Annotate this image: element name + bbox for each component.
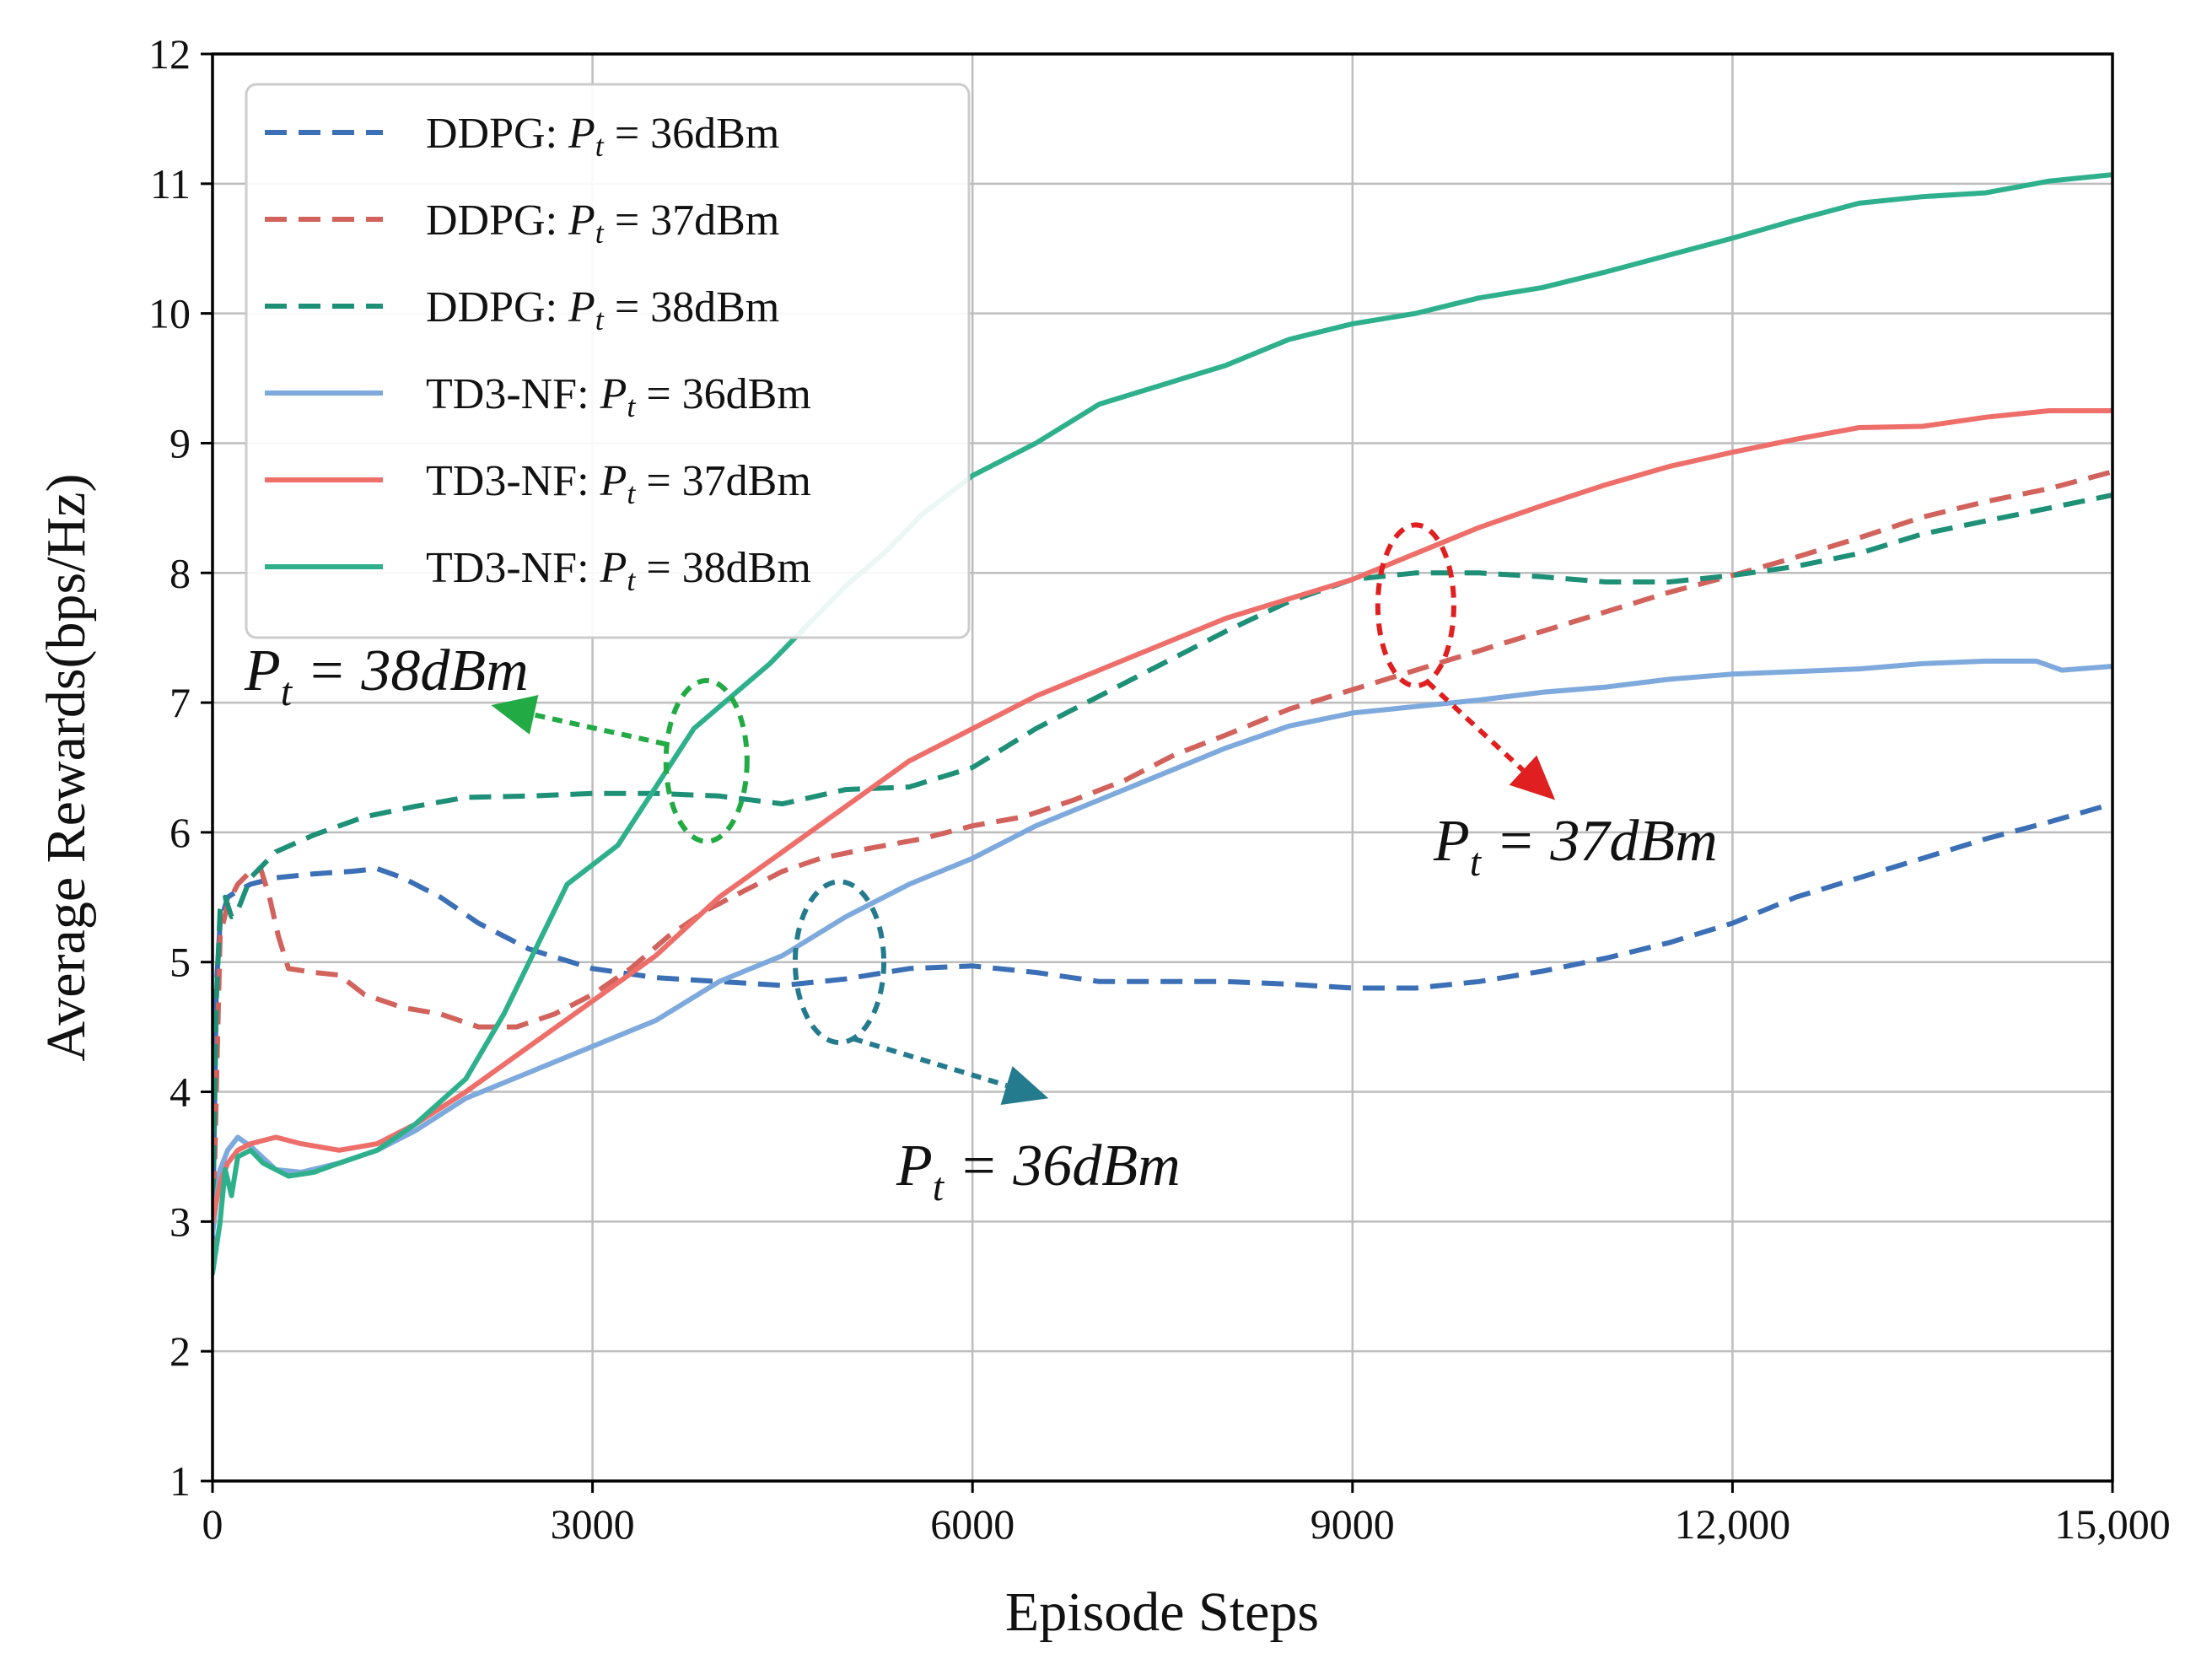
series-line-4 bbox=[213, 408, 2112, 1225]
plot-frame bbox=[211, 52, 2114, 1483]
x-tick-label: 6000 bbox=[930, 1500, 1015, 1548]
series-line-1 bbox=[213, 469, 2112, 1261]
legend-box bbox=[245, 83, 971, 639]
x-axis-title: Episode Steps bbox=[1005, 1581, 1319, 1643]
annotation-arrow-p38 bbox=[533, 712, 667, 747]
y-tick-label: 7 bbox=[170, 679, 191, 726]
series-line-0 bbox=[213, 801, 2112, 1248]
annotation-ellipse-p38 bbox=[663, 677, 750, 844]
annotation-arrow-p36 bbox=[852, 1036, 1008, 1088]
annotation-arrowhead-p36 bbox=[1000, 1066, 1049, 1105]
y-tick-label: 3 bbox=[170, 1198, 191, 1245]
y-tick-label: 8 bbox=[170, 549, 191, 596]
y-tick-label: 1 bbox=[170, 1457, 191, 1505]
y-tick-label: 4 bbox=[170, 1069, 191, 1116]
y-tick-label: 10 bbox=[148, 290, 191, 337]
y-tick-label: 11 bbox=[150, 160, 191, 207]
x-tick-label: 9000 bbox=[1311, 1500, 1395, 1548]
y-tick-label: 6 bbox=[170, 809, 191, 856]
annotation-ellipse-p37 bbox=[1375, 522, 1456, 689]
legend-label-0: DDPG: Pt = 36dBm bbox=[426, 110, 779, 163]
annotation-label-p36: Pt = 36dBm bbox=[896, 1134, 1181, 1209]
x-tick-label: 0 bbox=[202, 1500, 223, 1548]
y-axis-title: Average Rewards(bps/Hz) bbox=[35, 474, 97, 1062]
annotation-label-p38: Pt = 38dBm bbox=[244, 638, 529, 714]
y-tick-label: 12 bbox=[148, 30, 191, 78]
annotation-ellipse-p36 bbox=[792, 879, 887, 1046]
legend-label-5: TD3-NF: Pt = 38dBm bbox=[426, 544, 811, 597]
annotation-arrowhead-p38 bbox=[491, 695, 539, 735]
legend-label-2: DDPG: Pt = 38dBm bbox=[426, 283, 779, 337]
legend: DDPG: Pt = 36dBm DDPG: Pt = 37dBm DDPG: Pt… bbox=[245, 83, 971, 639]
series-line-2 bbox=[213, 493, 2112, 1235]
legend-label-1: DDPG: Pt = 37dBm bbox=[426, 197, 779, 250]
legend-label-3: TD3-NF: Pt = 36dBm bbox=[426, 370, 811, 423]
annotations: Pt = 38dBm Pt = 37dBm Pt = 36dBm bbox=[244, 522, 1718, 1209]
annotation-arrowhead-p37 bbox=[1509, 755, 1556, 800]
annotation-arrow-p37 bbox=[1425, 680, 1525, 773]
y-tick-label: 5 bbox=[170, 939, 191, 986]
y-tick-label: 9 bbox=[170, 419, 191, 466]
y-tick-label: 2 bbox=[170, 1328, 191, 1375]
annotation-label-p37: Pt = 37dBm bbox=[1433, 809, 1718, 885]
legend-label-4: TD3-NF: Pt = 37dBm bbox=[426, 457, 811, 510]
x-tick-label: 12,000 bbox=[1675, 1500, 1791, 1548]
x-tick-label: 3000 bbox=[551, 1500, 635, 1548]
x-tick-label: 15,000 bbox=[2054, 1500, 2171, 1548]
